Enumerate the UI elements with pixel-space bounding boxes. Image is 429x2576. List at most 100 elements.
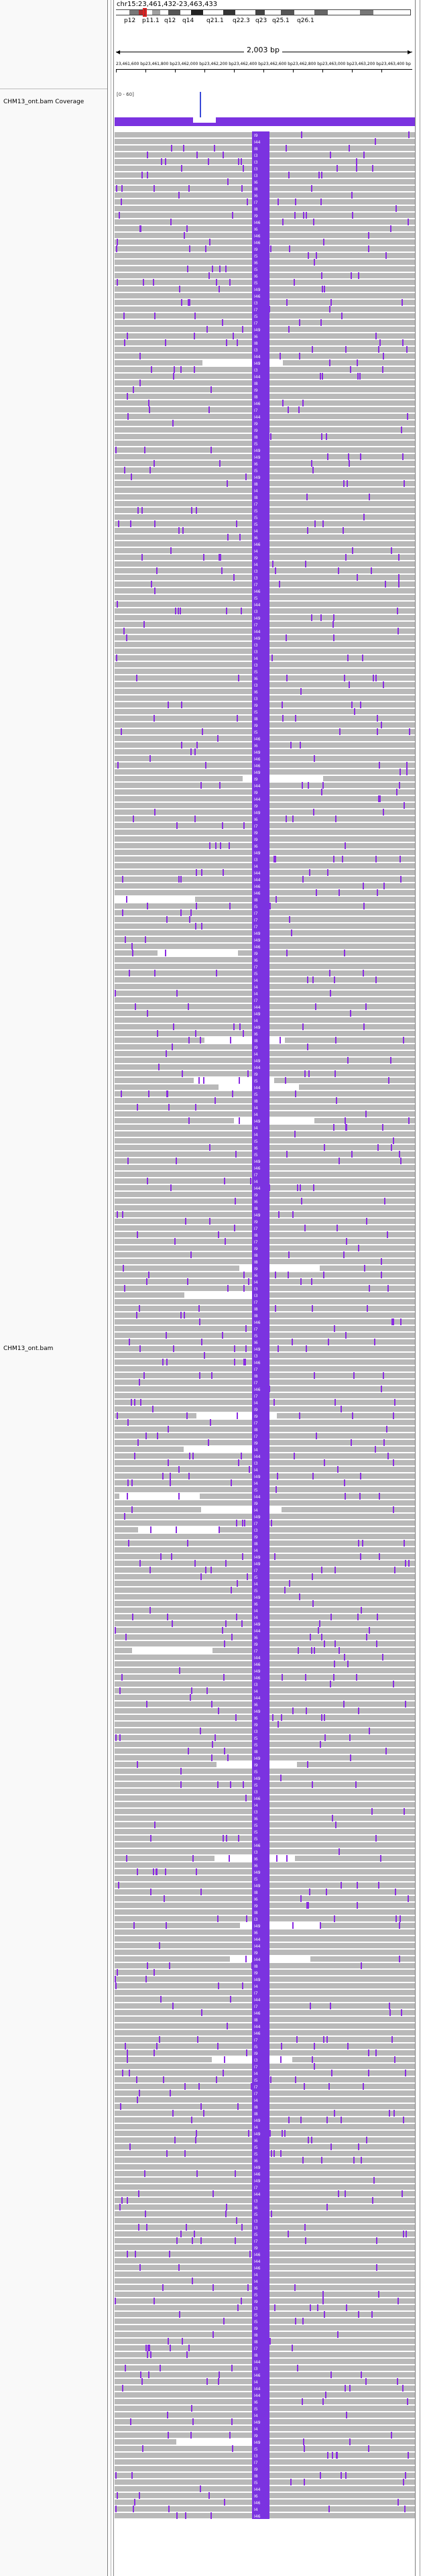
insertion-marker[interactable] [326,433,327,440]
insertion-marker[interactable] [322,2291,324,2298]
insertion-block[interactable] [252,735,269,742]
read-row[interactable]: I9 [115,702,415,708]
insertion-marker[interactable] [134,1453,135,1459]
read-row[interactable]: I44 [115,1064,415,1070]
insertion-marker[interactable] [368,2050,369,2056]
insertion-marker[interactable] [304,2445,305,2452]
read-row[interactable]: I3 [115,1285,415,1292]
insertion-marker[interactable] [315,1003,316,1010]
read-row[interactable]: I9 [115,1761,415,1768]
insertion-marker[interactable] [282,2130,283,2137]
read-row[interactable]: I49 [115,2164,415,2170]
read-row[interactable]: I7 [115,2083,415,2090]
insertion-marker[interactable] [218,2378,219,2385]
insertion-marker[interactable] [245,1795,247,1801]
insertion-block[interactable] [252,923,269,930]
insertion-marker[interactable] [197,2036,198,2043]
insertion-marker[interactable] [305,561,306,567]
insertion-marker[interactable] [168,2338,169,2345]
read-row[interactable]: I46 [115,239,415,245]
insertion-block[interactable] [252,2184,269,2190]
insertion-marker[interactable] [206,1687,208,1694]
insertion-block[interactable] [252,748,269,755]
read-row[interactable]: I3 [115,661,415,668]
insertion-marker[interactable] [365,1003,367,1010]
insertion-marker[interactable] [295,199,296,205]
read-row[interactable]: I8 [115,1037,415,1044]
insertion-block[interactable] [252,2050,269,2056]
insertion-marker[interactable] [233,574,235,581]
read-row[interactable]: I49 [115,930,415,936]
insertion-marker[interactable] [346,1238,347,1245]
insertion-marker[interactable] [168,1459,169,1466]
insertion-marker[interactable] [407,2398,408,2405]
insertion-block[interactable] [252,266,269,272]
insertion-marker[interactable] [192,1453,194,1459]
insertion-marker[interactable] [334,1070,336,1077]
insertion-block[interactable] [252,299,269,306]
read-row[interactable]: I9 [115,789,415,795]
insertion-marker[interactable] [239,1117,240,1124]
insertion-marker[interactable] [320,373,321,380]
insertion-marker[interactable] [129,970,130,976]
insertion-marker[interactable] [308,252,309,259]
insertion-marker[interactable] [386,1426,387,1433]
read-row[interactable]: I49 [115,748,415,755]
insertion-marker[interactable] [394,1567,395,1573]
insertion-marker[interactable] [154,2050,155,2056]
insertion-marker[interactable] [409,728,410,735]
read-row[interactable]: I8 [115,1231,415,1238]
insertion-marker[interactable] [408,2452,409,2459]
insertion-marker[interactable] [123,1265,124,1272]
insertion-marker[interactable] [241,1453,242,1459]
insertion-block[interactable] [252,2479,269,2485]
read[interactable] [265,1292,415,1298]
insertion-marker[interactable] [278,1345,279,1352]
insertion-marker[interactable] [317,2304,318,2311]
insertion-marker[interactable] [381,1258,382,1265]
insertion-marker[interactable] [245,1956,247,1962]
read-row[interactable]: I4 [115,1017,415,1023]
insertion-marker[interactable] [165,950,166,956]
read-row[interactable]: I6 [115,1600,415,1607]
insertion-block[interactable] [252,2405,269,2412]
insertion-block[interactable] [252,2190,269,2197]
insertion-block[interactable] [252,1808,269,1815]
insertion-marker[interactable] [184,232,185,239]
insertion-marker[interactable] [343,480,345,487]
read-row[interactable]: I46 [115,2264,415,2271]
read-row[interactable]: I44 [115,2358,415,2365]
read-row[interactable]: I5 [115,1151,415,1158]
insertion-marker[interactable] [182,2338,183,2345]
read-row[interactable]: I44 [115,2385,415,2392]
insertion-marker[interactable] [181,742,182,748]
insertion-block[interactable] [252,1734,269,1741]
insertion-marker[interactable] [156,2043,158,2050]
insertion-marker[interactable] [231,1479,232,1486]
insertion-marker[interactable] [363,2083,364,2090]
read-row[interactable]: I8 [115,1889,415,1895]
insertion-marker[interactable] [225,266,227,272]
insertion-block[interactable] [252,1426,269,1433]
insertion-marker[interactable] [349,1734,351,1741]
insertion-marker[interactable] [200,782,202,789]
insertion-marker[interactable] [405,2070,406,2076]
insertion-marker[interactable] [166,1359,168,1365]
insertion-marker[interactable] [328,2083,330,2090]
insertion-marker[interactable] [290,2479,292,2485]
read-row[interactable]: I44 [115,1493,415,1500]
insertion-marker[interactable] [133,2506,134,2512]
alignment-track[interactable]: I9 I44 I8 I3 I3 I3 I3 I6 I8 I6 I7 I8 I9 I46 I6 I46 I46 I9… [115,131,415,2532]
read-row[interactable]: I8 [115,433,415,440]
insertion-marker[interactable] [242,326,243,333]
read-row[interactable]: I44 [115,1084,415,1090]
insertion-marker[interactable] [391,547,392,554]
insertion-marker[interactable] [248,2130,249,2137]
insertion-marker[interactable] [243,1272,245,1278]
insertion-marker[interactable] [363,970,364,976]
insertion-marker[interactable] [191,2405,192,2412]
insertion-marker[interactable] [136,675,137,681]
insertion-marker[interactable] [162,1359,164,1365]
insertion-block[interactable] [252,775,269,782]
insertion-marker[interactable] [345,842,346,849]
